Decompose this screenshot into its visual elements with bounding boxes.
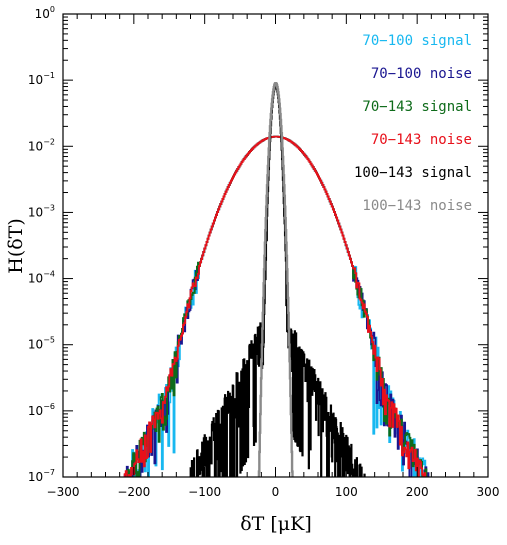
y-tick-label: 10−2 [28,137,55,153]
y-axis-label: H(δT) [5,218,27,274]
x-axis-label: δT [μK] [240,513,312,535]
series-line [257,81,294,477]
legend: 70−100 signal 70−100 noise 70−143 signal 70… [354,33,472,214]
y-tick-label: 10−4 [28,270,55,286]
x-tick-label: −200 [117,485,150,499]
legend-item: 100−143 noise [362,198,472,214]
series-line [189,85,366,477]
legend-item: 70−100 noise [371,66,472,82]
legend-item: 100−143 signal [354,165,472,181]
legend-item: 70−100 signal [362,33,472,49]
x-tick-labels: −300 −200 −100 0 100 200 300 [47,485,500,499]
y-tick-label: 10−7 [28,468,55,484]
y-tick-label: 10−1 [28,71,55,87]
legend-item: 70−143 noise [371,132,472,148]
series-line [123,135,427,477]
series-layer [123,81,430,477]
series-line [125,135,427,477]
x-tick-label: −100 [188,485,221,499]
y-tick-label: 10−6 [28,402,55,418]
y-tick-labels: 100 10−1 10−2 10−3 10−4 10−5 10−6 10−7 [28,5,55,484]
x-tick-label: 0 [272,485,280,499]
y-tick-label: 10−3 [28,203,55,219]
series-line [123,135,430,477]
y-tick-label: 100 [35,5,55,21]
x-tick-label: −300 [47,485,80,499]
series-line [126,135,428,477]
tick-layer [62,13,489,478]
x-tick-label: 300 [477,485,500,499]
y-tick-label: 10−5 [28,336,55,352]
x-tick-label: 200 [406,485,429,499]
legend-item: 70−143 signal [362,99,472,115]
x-tick-label: 100 [335,485,358,499]
